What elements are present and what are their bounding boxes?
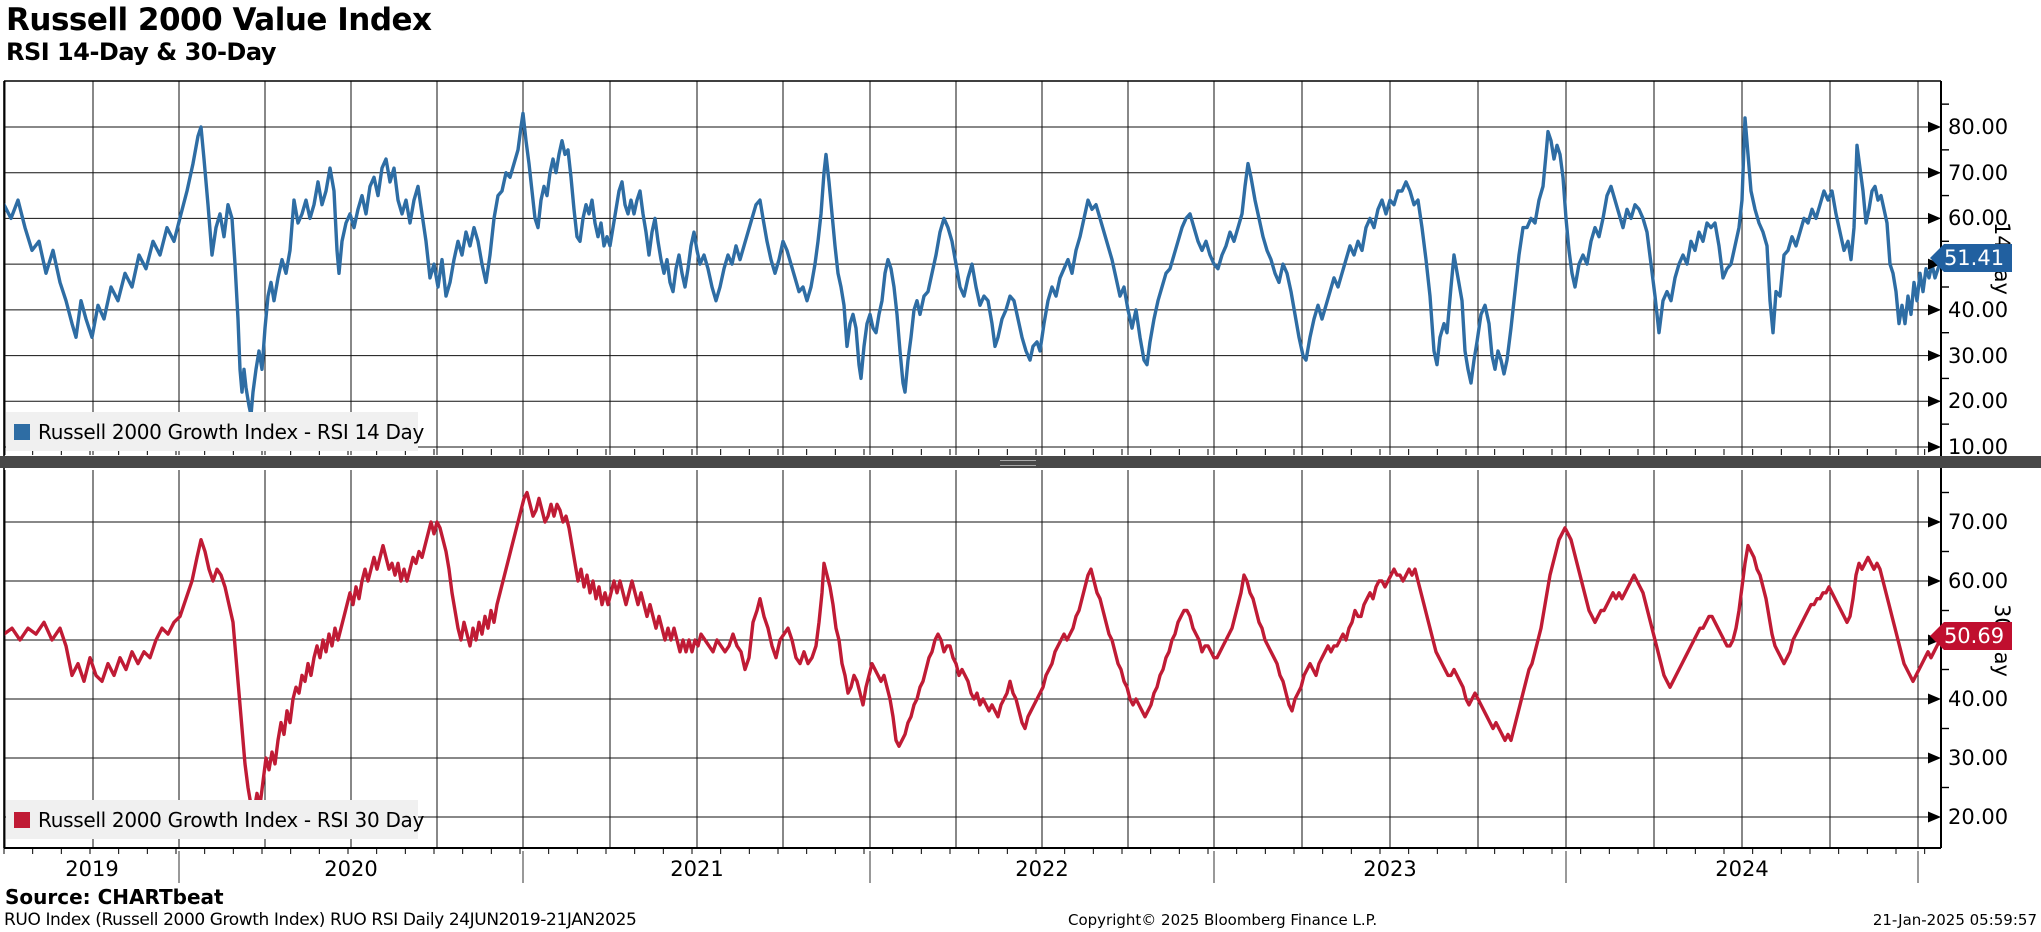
year-label-2020: 2020	[324, 857, 378, 881]
rsi30-tick-label: 60.00	[1948, 569, 2009, 593]
timestamp-label: 21-Jan-2025 05:59:57	[1872, 911, 2037, 929]
copyright-label: Copyright© 2025 Bloomberg Finance L.P.	[1068, 911, 1378, 929]
year-label-2023: 2023	[1363, 857, 1417, 881]
rsi14-line-series	[4, 111, 1941, 417]
axis-tick-arrow-icon	[1928, 395, 1941, 407]
rsi30-tick-label: 30.00	[1948, 746, 2009, 770]
rsi30-tick-label: 40.00	[1948, 687, 2009, 711]
page-subtitle: RSI 14-Day & 30-Day	[6, 38, 276, 66]
rsi14-legend-label: Russell 2000 Growth Index - RSI 14 Day	[38, 419, 425, 444]
rsi30-tick-label: 70.00	[1948, 510, 2009, 534]
rsi14-tick-label: 70.00	[1948, 160, 2009, 185]
rsi30-last-value-badge: 50.69	[1930, 622, 2012, 650]
year-label-2024: 2024	[1715, 857, 1769, 881]
axis-tick-arrow-icon	[1928, 304, 1941, 316]
rsi14-tick-label: 20.00	[1948, 389, 2009, 414]
rsi14-tick-label: 40.00	[1948, 297, 2009, 322]
rsi30-legend-swatch-icon	[14, 811, 30, 828]
source-label: Source: CHARTbeat	[5, 885, 224, 909]
rsi14-tick-label: 10.00	[1948, 434, 2009, 459]
axis-tick-arrow-icon	[1928, 752, 1941, 764]
year-label-2019: 2019	[65, 857, 119, 881]
rsi14-legend[interactable]: Russell 2000 Growth Index - RSI 14 Day	[6, 412, 424, 451]
axis-tick-arrow-icon	[1928, 121, 1941, 133]
rsi30-tick-label: 20.00	[1948, 805, 2009, 829]
panel-splitter-handle-icon[interactable]	[1000, 460, 1036, 466]
rsi30-line-series	[4, 490, 1941, 813]
rsi30-legend[interactable]: Russell 2000 Growth Index - RSI 30 Day	[6, 800, 424, 839]
axis-tick-arrow-icon	[1928, 441, 1941, 453]
axis-tick-arrow-icon	[1928, 516, 1941, 528]
rsi14-tick-label: 60.00	[1948, 206, 2009, 231]
rsi14-last-value-badge: 51.41	[1930, 244, 2012, 272]
axis-tick-arrow-icon	[1928, 693, 1941, 705]
panel-splitter[interactable]	[0, 456, 2041, 468]
rsi30-legend-label: Russell 2000 Growth Index - RSI 30 Day	[38, 807, 425, 832]
rsi14-legend-swatch-icon	[14, 423, 30, 440]
rsi14-tick-label: 80.00	[1948, 115, 2009, 139]
year-label-2022: 2022	[1015, 857, 1069, 881]
rsi14-tick-label: 30.00	[1948, 343, 2009, 368]
year-label-2021: 2021	[670, 857, 724, 881]
axis-tick-arrow-icon	[1928, 212, 1941, 224]
axis-tick-arrow-icon	[1928, 258, 1941, 270]
axis-tick-arrow-icon	[1928, 167, 1941, 179]
chart-description: RUO Index (Russell 2000 Growth Index) RU…	[4, 910, 637, 930]
axis-tick-arrow-icon	[1928, 811, 1941, 823]
axis-tick-arrow-icon	[1928, 575, 1941, 587]
axis-tick-arrow-icon	[1928, 350, 1941, 362]
page-title: Russell 2000 Value Index	[6, 2, 432, 38]
